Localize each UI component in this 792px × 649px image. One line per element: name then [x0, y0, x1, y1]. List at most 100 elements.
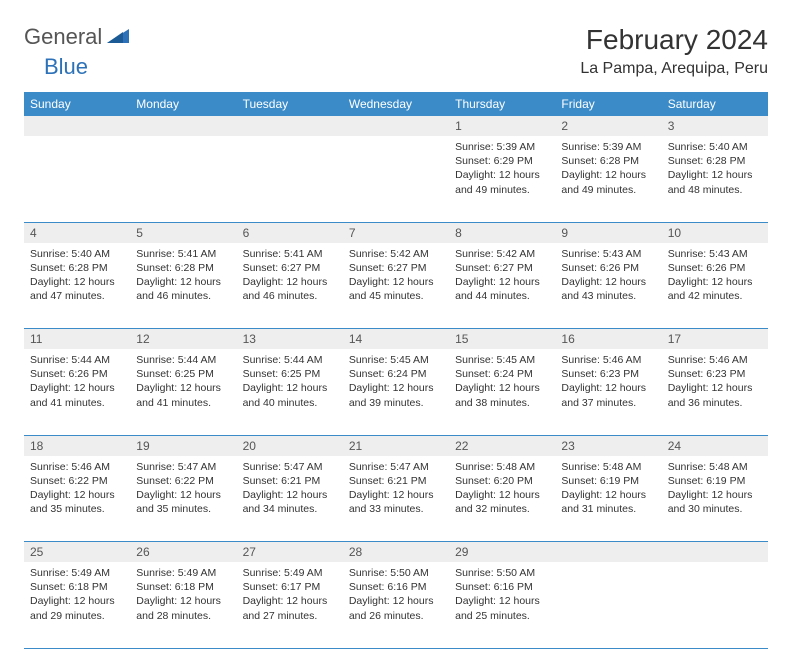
- day-number: 14: [343, 329, 449, 350]
- calendar-cell: Sunrise: 5:49 AMSunset: 6:18 PMDaylight:…: [130, 562, 236, 648]
- daylight-text-2: and 32 minutes.: [455, 502, 549, 516]
- daylight-text-1: Daylight: 12 hours: [561, 488, 655, 502]
- daylight-text-1: Daylight: 12 hours: [30, 594, 124, 608]
- sunset-text: Sunset: 6:27 PM: [455, 261, 549, 275]
- logo: General: [24, 24, 131, 50]
- sunrise-text: Sunrise: 5:44 AM: [136, 353, 230, 367]
- sunrise-text: Sunrise: 5:47 AM: [136, 460, 230, 474]
- day-number: [130, 116, 236, 136]
- sunset-text: Sunset: 6:23 PM: [561, 367, 655, 381]
- sunset-text: Sunset: 6:26 PM: [561, 261, 655, 275]
- daylight-text-1: Daylight: 12 hours: [561, 381, 655, 395]
- daylight-text-1: Daylight: 12 hours: [668, 168, 762, 182]
- day-number: 19: [130, 435, 236, 456]
- daylight-text-1: Daylight: 12 hours: [455, 381, 549, 395]
- daylight-text-2: and 44 minutes.: [455, 289, 549, 303]
- calendar-cell: [237, 136, 343, 222]
- sunset-text: Sunset: 6:20 PM: [455, 474, 549, 488]
- calendar-cell: Sunrise: 5:40 AMSunset: 6:28 PMDaylight:…: [24, 243, 130, 329]
- sunrise-text: Sunrise: 5:41 AM: [243, 247, 337, 261]
- calendar-table: Sunday Monday Tuesday Wednesday Thursday…: [24, 92, 768, 649]
- calendar-week-row: Sunrise: 5:44 AM Sunset: 6:26 PM Daylight:…: [24, 349, 768, 435]
- daylight-text-2: and 27 minutes.: [243, 609, 337, 623]
- calendar-cell: [343, 136, 449, 222]
- daylight-text-1: Daylight: 12 hours: [136, 488, 230, 502]
- sunrise-text: Sunrise: 5:43 AM: [561, 247, 655, 261]
- logo-text-blue: Blue: [44, 54, 88, 79]
- daylight-text-2: and 43 minutes.: [561, 289, 655, 303]
- day-info: Sunrise: 5:46 AMSunset: 6:23 PMDaylight:…: [668, 353, 762, 410]
- sunset-text: Sunset: 6:18 PM: [30, 580, 124, 594]
- calendar-cell: Sunrise: 5:49 AMSunset: 6:17 PMDaylight:…: [237, 562, 343, 648]
- day-header-row: Sunday Monday Tuesday Wednesday Thursday…: [24, 92, 768, 116]
- daynum-row: 2526272829: [24, 542, 768, 563]
- day-info: Sunrise: 5:45 AMSunset: 6:24 PMDaylight:…: [455, 353, 549, 410]
- daylight-text-1: Daylight: 12 hours: [455, 275, 549, 289]
- sunrise-text: Sunrise: 5:50 AM: [455, 566, 549, 580]
- sunrise-text: Sunrise: 5:49 AM: [136, 566, 230, 580]
- day-number: 10: [662, 222, 768, 243]
- daylight-text-2: and 49 minutes.: [455, 183, 549, 197]
- calendar-week-row: Sunrise: 5:40 AMSunset: 6:28 PMDaylight:…: [24, 243, 768, 329]
- day-info: Sunrise: 5:45 AMSunset: 6:24 PMDaylight:…: [349, 353, 443, 410]
- daylight-text-1: Daylight: 12 hours: [561, 168, 655, 182]
- sunrise-text: Sunrise: 5:43 AM: [668, 247, 762, 261]
- sunrise-text: Sunrise: 5:45 AM: [455, 353, 549, 367]
- sunrise-text: Sunrise: 5:49 AM: [243, 566, 337, 580]
- daylight-text-1: Daylight: 12 hours: [30, 488, 124, 502]
- sunrise-text: Sunrise: 5:46 AM: [668, 353, 762, 367]
- day-number: 24: [662, 435, 768, 456]
- daylight-text-2: and 47 minutes.: [30, 289, 124, 303]
- day-info: Sunrise: 5:40 AMSunset: 6:28 PMDaylight:…: [668, 140, 762, 197]
- sunset-text: Sunset: 6:25 PM: [243, 367, 337, 381]
- daylight-text-1: Daylight: 12 hours: [455, 168, 549, 182]
- day-info: Sunrise: 5:46 AMSunset: 6:23 PMDaylight:…: [561, 353, 655, 410]
- daylight-text-2: and 41 minutes.: [30, 396, 124, 410]
- calendar-cell: Sunrise: 5:40 AMSunset: 6:28 PMDaylight:…: [662, 136, 768, 222]
- calendar-cell: Sunrise: 5:44 AMSunset: 6:25 PMDaylight:…: [130, 349, 236, 435]
- sunset-text: Sunset: 6:17 PM: [243, 580, 337, 594]
- daylight-text-1: Daylight: 12 hours: [136, 275, 230, 289]
- day-header: Thursday: [449, 92, 555, 116]
- day-info: Sunrise: 5:43 AMSunset: 6:26 PMDaylight:…: [561, 247, 655, 304]
- daynum-row: 123: [24, 116, 768, 136]
- daylight-text-1: Daylight: 12 hours: [243, 488, 337, 502]
- sunrise-text: Sunrise: 5:44 AM: [243, 353, 337, 367]
- sunset-text: Sunset: 6:24 PM: [455, 367, 549, 381]
- day-info: Sunrise: 5:46 AMSunset: 6:22 PMDaylight:…: [30, 460, 124, 517]
- day-number: 4: [24, 222, 130, 243]
- day-number: [555, 542, 661, 563]
- calendar-cell: Sunrise: 5:42 AMSunset: 6:27 PMDaylight:…: [343, 243, 449, 329]
- day-header: Saturday: [662, 92, 768, 116]
- sunrise-text: Sunrise: 5:47 AM: [349, 460, 443, 474]
- day-info: Sunrise: 5:41 AMSunset: 6:27 PMDaylight:…: [243, 247, 337, 304]
- daylight-text-2: and 33 minutes.: [349, 502, 443, 516]
- day-number: 6: [237, 222, 343, 243]
- sunset-text: Sunset: 6:26 PM: [30, 367, 124, 381]
- sunset-text: Sunset: 6:16 PM: [455, 580, 549, 594]
- daylight-text-1: Daylight: 12 hours: [561, 275, 655, 289]
- calendar-cell: Sunrise: 5:48 AMSunset: 6:20 PMDaylight:…: [449, 456, 555, 542]
- day-info: Sunrise: 5:42 AMSunset: 6:27 PMDaylight:…: [455, 247, 549, 304]
- day-number: 23: [555, 435, 661, 456]
- calendar-cell: [130, 136, 236, 222]
- sunset-text: Sunset: 6:27 PM: [349, 261, 443, 275]
- day-number: 26: [130, 542, 236, 563]
- calendar-cell: Sunrise: 5:45 AMSunset: 6:24 PMDaylight:…: [343, 349, 449, 435]
- sunrise-text: Sunrise: 5:40 AM: [30, 247, 124, 261]
- sunrise-text: Sunrise: 5:47 AM: [243, 460, 337, 474]
- day-info: Sunrise: 5:47 AMSunset: 6:21 PMDaylight:…: [243, 460, 337, 517]
- day-info: Sunrise: 5:49 AMSunset: 6:18 PMDaylight:…: [136, 566, 230, 623]
- day-number: 5: [130, 222, 236, 243]
- sunset-text: Sunset: 6:19 PM: [668, 474, 762, 488]
- daylight-text-2: and 41 minutes.: [136, 396, 230, 410]
- sunrise-text: Sunrise: 5:46 AM: [30, 460, 124, 474]
- daylight-text-1: Daylight: 12 hours: [349, 488, 443, 502]
- day-number: 3: [662, 116, 768, 136]
- day-info: Sunrise: 5:48 AMSunset: 6:20 PMDaylight:…: [455, 460, 549, 517]
- sunset-text: Sunset: 6:25 PM: [136, 367, 230, 381]
- sunset-text: Sunset: 6:27 PM: [243, 261, 337, 275]
- sunrise-text: Sunrise: 5:50 AM: [349, 566, 443, 580]
- daylight-text-1: Daylight: 12 hours: [668, 488, 762, 502]
- sunset-text: Sunset: 6:29 PM: [455, 154, 549, 168]
